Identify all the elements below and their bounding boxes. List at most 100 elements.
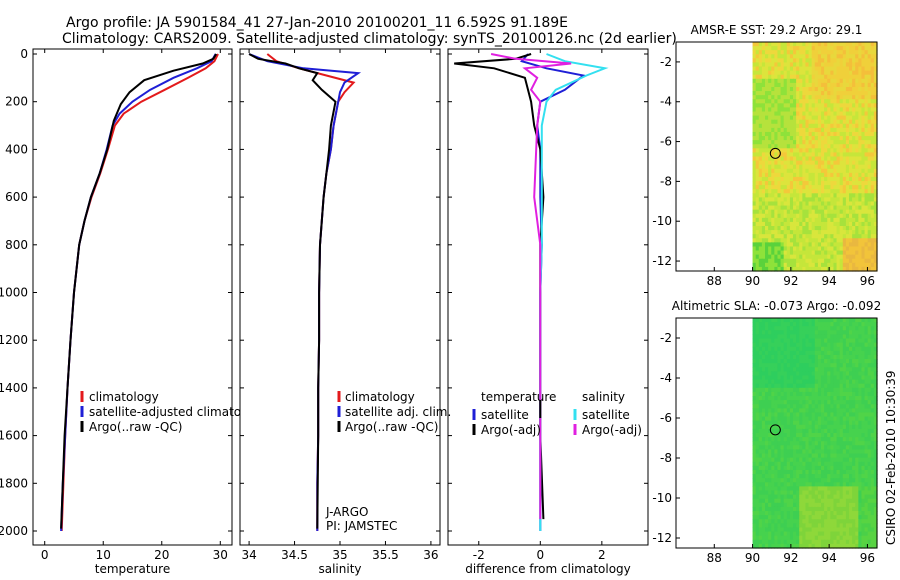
sla-map-cell <box>789 433 794 438</box>
sla-map-cell <box>849 539 853 545</box>
sla-map-cell <box>777 449 782 455</box>
sst-map-cell <box>852 62 856 68</box>
sla-map-cell <box>808 433 813 438</box>
sla-map-cell <box>796 359 800 364</box>
sst-map-cell <box>758 70 763 76</box>
sla-map-cell <box>771 494 775 500</box>
sst-map-cell <box>873 78 878 84</box>
sst-map-cell <box>805 131 810 137</box>
sst-map-cell <box>817 62 822 68</box>
sst-map-cell <box>783 258 788 264</box>
sla-map-cell <box>842 400 847 405</box>
sla-map-cell <box>830 515 835 520</box>
sst-map-cell <box>861 136 866 141</box>
sst-map-cell <box>836 254 841 260</box>
sla-map-cell <box>765 539 769 545</box>
sla-map-cell <box>758 535 763 541</box>
sla-map-cell <box>811 453 816 459</box>
sla-map-cell <box>761 338 766 344</box>
sst-map-cell <box>758 115 763 121</box>
sla-map-cell <box>783 519 788 524</box>
sla-map-cell <box>768 322 772 327</box>
sla-map-cell <box>793 322 797 327</box>
sst-map-cell <box>755 54 760 59</box>
sst-map-cell <box>802 201 807 207</box>
sla-map-cell <box>786 330 791 336</box>
sla-map-cell <box>780 371 785 377</box>
sla-map-cell <box>805 322 810 327</box>
sst-map-cell <box>774 234 779 239</box>
sst-map-cell <box>824 234 828 239</box>
difference-xtick-label: -2 <box>473 548 485 562</box>
sst-map-cell <box>758 152 763 158</box>
sla-map-cell <box>855 359 859 364</box>
sla-map-cell <box>814 346 819 352</box>
sst-map-xtick-label: 96 <box>860 274 875 288</box>
sst-map-cell <box>836 115 841 121</box>
sla-map-cell <box>836 543 841 549</box>
sst-map-cell <box>799 234 803 239</box>
sla-map-cell <box>870 531 875 537</box>
sst-map-cell <box>827 99 831 104</box>
sst-map-cell <box>830 66 835 72</box>
sla-map-cell <box>752 511 757 516</box>
sla-map-ytick-label: -4 <box>660 371 672 385</box>
sst-map-cell <box>814 107 819 113</box>
sla-map-cell <box>761 371 766 377</box>
sst-map-cell <box>842 144 847 149</box>
sst-map-cell <box>789 140 794 145</box>
sla-map-cell <box>811 461 816 467</box>
sla-map-cell <box>873 371 878 377</box>
sst-map-cell <box>842 250 847 256</box>
sst-map-cell <box>817 91 822 96</box>
sst-map-cell <box>796 238 800 243</box>
sla-map-cell <box>849 543 853 549</box>
sst-map-cell <box>799 107 803 113</box>
sla-map-cell <box>852 531 856 537</box>
sla-map-cell <box>752 424 757 430</box>
sla-map-cell <box>821 330 825 336</box>
sst-map-cell <box>783 185 788 190</box>
sst-map-cell <box>786 201 791 207</box>
sst-map-cell <box>830 168 835 174</box>
sla-map-cell <box>761 318 766 323</box>
sla-map-cell <box>796 441 800 446</box>
sst-map-cell <box>849 46 853 51</box>
sst-map-cell <box>842 95 847 100</box>
sst-map-cell <box>842 115 847 121</box>
sst-map-cell <box>761 86 766 92</box>
sla-map-cell <box>824 412 828 418</box>
sst-map-cell <box>783 46 788 51</box>
sla-map-cell <box>830 457 835 463</box>
sla-map-cell <box>777 437 782 442</box>
sst-map-cell <box>808 246 813 252</box>
sla-map-cell <box>774 531 779 537</box>
sla-map-cell <box>768 449 772 455</box>
sst-map-cell <box>864 86 869 92</box>
sla-map-cell <box>870 342 875 348</box>
sst-map-cell <box>833 119 838 125</box>
sla-map-cell <box>805 519 810 524</box>
sla-map-cell <box>836 433 841 438</box>
sst-map-cell <box>805 95 810 100</box>
sla-map-cell <box>830 494 835 500</box>
sst-map-cell <box>774 152 779 158</box>
sst-map-cell <box>799 82 803 88</box>
sst-map-cell <box>839 91 844 96</box>
sla-map-cell <box>799 498 803 504</box>
sst-map-cell <box>758 266 763 272</box>
sla-map-cell <box>752 469 757 475</box>
sst-map-cell <box>830 111 835 117</box>
sst-map-cell <box>802 46 807 51</box>
sst-map-cell <box>824 148 828 154</box>
sla-map-cell <box>864 543 869 549</box>
sla-map-cell <box>833 338 838 344</box>
sla-map-title: Altimetric SLA: -0.073 Argo: -0.092 <box>672 299 881 313</box>
sst-map-cell <box>867 119 872 125</box>
sst-map-cell <box>861 254 866 260</box>
sst-map-cell <box>814 230 819 235</box>
sla-map-cell <box>817 502 822 508</box>
sst-map-cell <box>861 160 866 166</box>
sla-map-cell <box>861 338 866 344</box>
sst-map-cell <box>867 168 872 174</box>
